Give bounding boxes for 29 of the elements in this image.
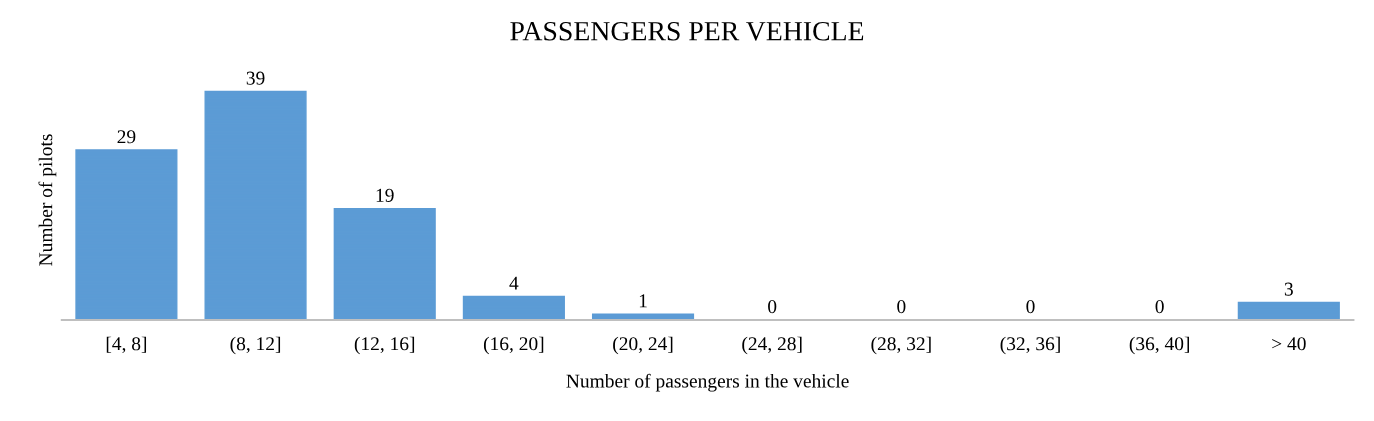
bar	[591, 313, 695, 320]
data-label: 19	[376, 188, 394, 202]
bar	[462, 295, 565, 320]
x-tick-label: (8, 12]	[230, 336, 281, 355]
data-label: 0	[1155, 300, 1164, 314]
data-label: 0	[768, 300, 777, 314]
bar	[75, 149, 178, 320]
x-tick-label: (12, 16]	[354, 336, 415, 355]
bar	[204, 90, 307, 320]
data-label: 39	[246, 71, 265, 85]
x-tick-label: (32, 36]	[1000, 336, 1060, 355]
x-axis-title: Number of passengers in the vehicle	[566, 373, 849, 392]
data-label: 0	[1026, 300, 1035, 314]
data-label: 4	[509, 276, 519, 290]
x-tick-label: (20, 24]	[613, 336, 673, 355]
y-axis-title: Number of pilots	[38, 134, 57, 266]
chart-title: PASSENGERS PER VEHICLE	[510, 21, 864, 41]
x-tick-label: (16, 20]	[483, 336, 544, 355]
x-tick-label: (24, 28]	[742, 336, 802, 355]
data-label: 0	[897, 300, 906, 314]
x-tick-label: (28, 32]	[871, 336, 931, 355]
bar	[1237, 301, 1340, 320]
data-label: 3	[1284, 282, 1293, 296]
x-tick-label: [4, 8]	[106, 336, 147, 354]
data-label: 1	[639, 294, 647, 308]
x-tick-label: > 40	[1272, 337, 1306, 351]
bar	[333, 207, 436, 320]
data-label: 29	[117, 130, 136, 144]
x-tick-label: (36, 40]	[1129, 336, 1189, 355]
